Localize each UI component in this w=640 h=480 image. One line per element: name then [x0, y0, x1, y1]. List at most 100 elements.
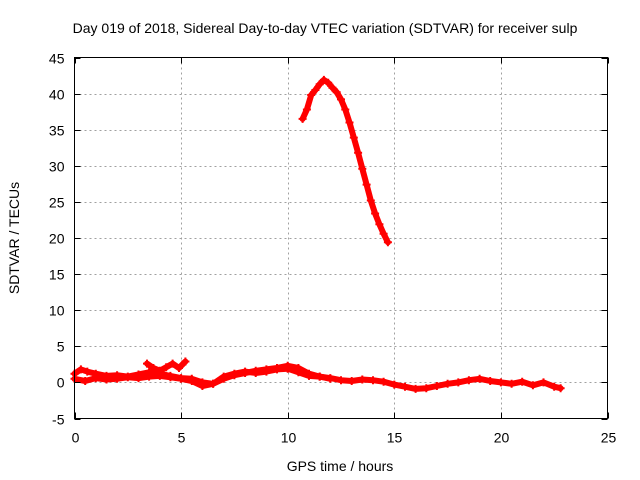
y-tick-label: 25: [49, 195, 65, 211]
data-point: [134, 374, 143, 383]
data-point: [507, 379, 516, 388]
x-tick-label: 20: [494, 430, 510, 446]
y-tick-label: 35: [49, 123, 65, 139]
data-point: [81, 377, 90, 385]
data-point: [294, 368, 303, 377]
data-point: [379, 377, 388, 386]
x-tick-label: 15: [387, 430, 403, 446]
chart-title: Day 019 of 2018, Sidereal Day-to-day VTE…: [73, 20, 578, 36]
data-point: [311, 86, 320, 94]
data-point: [162, 363, 171, 372]
y-tick-label: 15: [49, 267, 65, 283]
data-point: [123, 373, 132, 382]
data-point: [102, 375, 111, 384]
data-point: [337, 95, 345, 104]
x-tick-label: 5: [178, 430, 186, 446]
data-point: [366, 196, 375, 205]
y-tick-label: 0: [57, 375, 65, 391]
data-point: [298, 114, 307, 123]
data-point: [358, 375, 367, 384]
data-point: [326, 374, 335, 383]
data-point: [401, 382, 409, 391]
data-point: [411, 384, 420, 393]
series-satellite-arcs-spikes: [143, 357, 190, 375]
data-point: [241, 367, 250, 376]
data-point: [155, 366, 164, 375]
data-point: [181, 357, 190, 366]
y-tick-label: 30: [49, 159, 65, 175]
data-point: [464, 376, 473, 385]
y-tick-label: 5: [57, 339, 65, 355]
y-tick-label: 20: [49, 231, 65, 247]
data-point: [273, 365, 281, 374]
data-point: [332, 88, 341, 97]
data-point: [518, 377, 527, 386]
data-point: [251, 369, 260, 377]
data-point: [443, 379, 452, 388]
data-point: [496, 378, 505, 387]
x-tick-label: 10: [281, 430, 297, 446]
data-point: [383, 238, 392, 247]
data-point: [262, 367, 271, 376]
data-point: [362, 180, 371, 189]
data-point: [341, 105, 350, 114]
data-point: [91, 374, 100, 383]
data-point: [302, 105, 311, 114]
data-point: [390, 380, 399, 389]
data-point: [230, 369, 239, 378]
data-point: [113, 374, 122, 383]
series-satellite-arcs-upper-band: [70, 364, 335, 390]
data-point: [83, 367, 92, 376]
data-point: [475, 374, 484, 383]
data-point: [528, 381, 537, 390]
data-point: [319, 75, 328, 84]
data-point: [219, 372, 228, 381]
y-axis-label: SDTVAR / TECUs: [6, 182, 22, 294]
data-point: [328, 83, 337, 92]
data-point: [375, 220, 384, 229]
x-tick-label: 0: [72, 430, 80, 446]
x-tick-label: 25: [601, 430, 617, 446]
data-point: [168, 359, 177, 368]
data-point: [369, 376, 377, 385]
data-point: [305, 371, 313, 380]
data-point: [379, 229, 388, 238]
data-point: [432, 382, 441, 390]
y-tick-label: 10: [49, 303, 65, 319]
x-axis-label: GPS time / hours: [287, 458, 394, 474]
data-point: [315, 80, 324, 89]
y-tick-label: 45: [49, 51, 65, 67]
data-point: [177, 374, 186, 383]
data-point: [550, 382, 559, 391]
data-point: [347, 377, 356, 385]
data-point: [539, 378, 548, 387]
axis-ticks: 0 5 10 15 20 25 -5 0 5 10 15 20 25 30 35 40 45: [49, 51, 617, 446]
data-point: [307, 91, 316, 99]
data-point: [283, 364, 292, 373]
data-point: [76, 365, 85, 374]
data-point: [486, 377, 495, 385]
data-point: [143, 359, 151, 368]
data-point: [337, 376, 345, 385]
data-point: [371, 209, 380, 218]
data-point: [358, 164, 367, 173]
data-point: [187, 377, 196, 385]
data-point: [149, 364, 158, 372]
data-point: [166, 373, 175, 382]
data-point: [198, 382, 207, 390]
data-points: [70, 75, 565, 393]
data-point: [209, 379, 218, 388]
data-point: [315, 372, 324, 381]
data-point: [354, 148, 363, 157]
data-point: [175, 364, 183, 372]
data-point: [349, 133, 358, 142]
data-point: [324, 78, 333, 87]
series-satellite-arc-peak: [298, 75, 392, 247]
data-point: [145, 372, 154, 381]
data-point: [422, 384, 431, 393]
y-tick-label: 40: [49, 87, 65, 103]
data-point: [454, 378, 463, 387]
data-point: [556, 384, 565, 393]
